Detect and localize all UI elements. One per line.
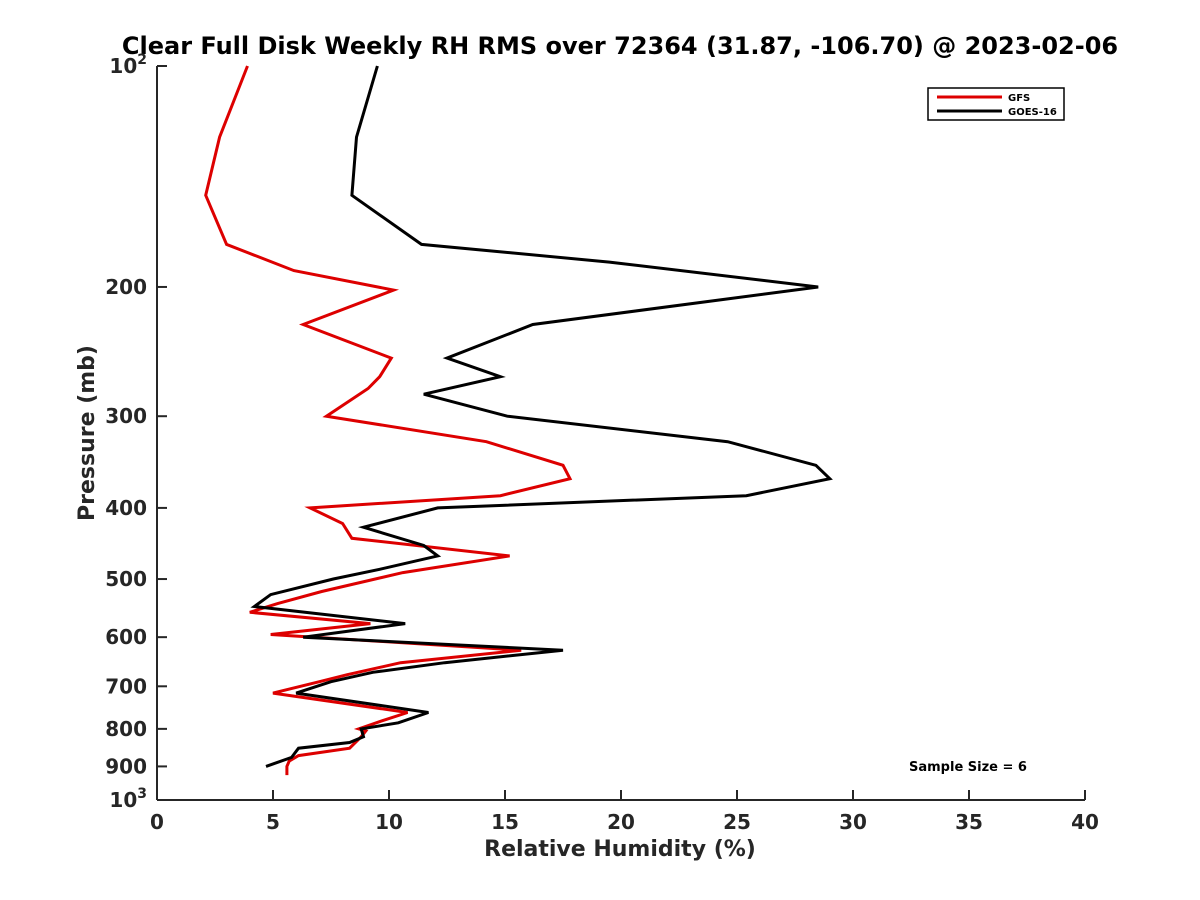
y-tick-label: 300 <box>105 404 147 428</box>
x-tick-label: 40 <box>1071 810 1099 834</box>
chart-title: Clear Full Disk Weekly RH RMS over 72364… <box>122 32 1118 60</box>
x-tick-label: 10 <box>375 810 403 834</box>
y-tick-label: 900 <box>105 754 147 778</box>
sample-size-annotation: Sample Size = 6 <box>909 760 1027 775</box>
series-line-gfs <box>204 65 573 776</box>
legend-box <box>927 87 1065 121</box>
series-line-goes-16 <box>250 65 833 768</box>
y-axis-label: Pressure (mb) <box>75 345 100 521</box>
x-tick-label: 30 <box>839 810 867 834</box>
y-tick-label: 102 <box>109 52 147 78</box>
x-axis-ticks: 0 5 10 15 20 25 30 35 40 <box>150 790 1099 834</box>
y-tick-label: 103 <box>109 786 147 812</box>
y-axis-ticks: 102 200 300 400 500 600 700 800 900 103 <box>105 52 167 812</box>
x-tick-label: 5 <box>266 810 280 834</box>
y-tick-label: 700 <box>105 674 147 698</box>
x-tick-label: 25 <box>723 810 751 834</box>
series-layer <box>204 65 833 776</box>
x-tick-label: 35 <box>955 810 983 834</box>
x-tick-label: 15 <box>491 810 519 834</box>
y-tick-label: 400 <box>105 496 147 520</box>
y-tick-label: 200 <box>105 275 147 299</box>
legend-label: GFS <box>1008 93 1030 104</box>
y-tick-label: 800 <box>105 717 147 741</box>
legend-label: GOES-16 <box>1008 107 1057 118</box>
x-axis-label: Relative Humidity (%) <box>484 837 756 862</box>
axes-layer <box>156 66 1085 801</box>
x-tick-label: 0 <box>150 810 164 834</box>
x-tick-label: 20 <box>607 810 635 834</box>
legend: GFS GOES-16 <box>927 87 1065 121</box>
y-tick-label: 500 <box>105 567 147 591</box>
y-tick-label: 600 <box>105 625 147 649</box>
